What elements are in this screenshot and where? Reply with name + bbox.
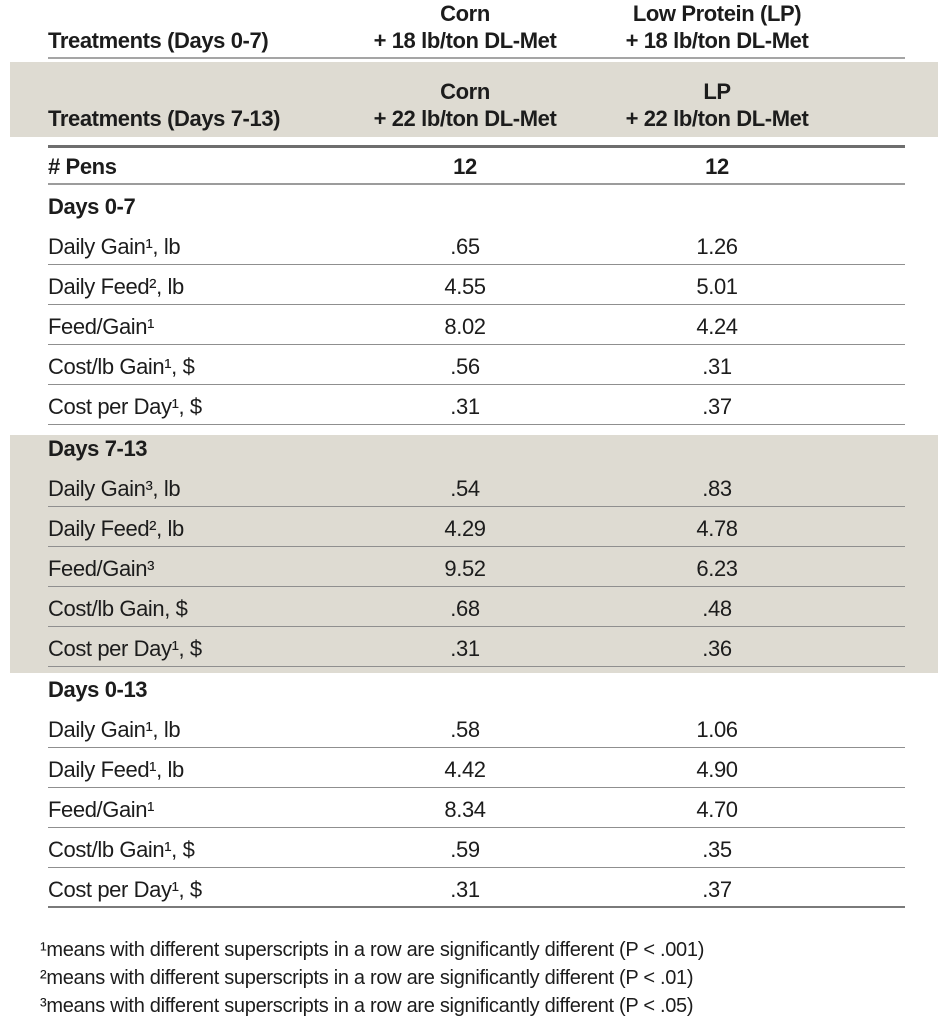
table-header-row-days-0-7: Treatments (Days 0-7) Corn + 18 lb/ton D… [48,0,905,59]
cell-value-lp: 1.26 [696,234,738,259]
table-row: Daily Feed², lb 4.55 5.01 [48,265,905,305]
table: Treatments (Days 0-7) Corn + 18 lb/ton D… [40,0,905,1020]
row-label: Cost/lb Gain, $ [48,596,188,621]
cell-value-corn: 8.02 [444,314,486,339]
row-label: Cost/lb Gain¹, $ [48,354,195,379]
header-col-corn-22-line1: Corn [440,79,490,104]
cell-value-lp: .83 [702,476,732,501]
cell-value-lp: 5.01 [696,274,738,299]
cell-value-corn: .56 [450,354,480,379]
cell-value-lp: 4.90 [696,757,738,782]
header-col-lp-22-line1: LP [703,79,731,104]
header-col-corn-22-line2: + 22 lb/ton DL-Met [373,106,557,131]
pens-value-lp: 12 [705,153,729,179]
header-col-corn-22: Corn + 22 lb/ton DL-Met [330,78,600,132]
row-label: Feed/Gain¹ [48,797,155,822]
footnote-p-05: ³means with different superscripts in a … [40,995,694,1017]
footnote-p-01: ²means with different superscripts in a … [40,967,694,989]
header-col-corn-18-line1: Corn [440,1,490,26]
table-row: Daily Gain³, lb .54 .83 [48,467,905,507]
table-row: Cost per Day¹, $ .31 .37 [48,868,905,908]
section-title-days-7-13: Days 7-13 [48,436,148,461]
days-7-13-shaded-band [10,435,938,673]
header-col-lp-18: Low Protein (LP) + 18 lb/ton DL-Met [600,0,834,54]
cell-value-corn: .31 [450,636,480,661]
table-row: Cost/lb Gain¹, $ .56 .31 [48,345,905,385]
header-label-days-7-13: Treatments (Days 7-13) [48,106,281,131]
cell-value-corn: .65 [450,234,480,259]
cell-value-lp: 6.23 [696,556,738,581]
section-title-days-0-13: Days 0-13 [48,677,148,702]
table-row: Daily Gain¹, lb .65 1.26 [48,225,905,265]
cell-value-corn: 9.52 [444,556,486,581]
cell-value-corn: .68 [450,596,480,621]
cell-value-corn: .54 [450,476,480,501]
header-col-corn-18-line2: + 18 lb/ton DL-Met [373,28,557,53]
table-row: Cost per Day¹, $ .31 .36 [48,627,905,667]
cell-value-lp: 4.78 [696,516,738,541]
cell-value-lp: 1.06 [696,717,738,742]
cell-value-lp: 4.70 [696,797,738,822]
table-row: Cost/lb Gain¹, $ .59 .35 [48,828,905,868]
cell-value-lp: .31 [702,354,732,379]
header-row2-shaded-band [10,62,938,137]
row-label: Feed/Gain¹ [48,314,155,339]
cell-value-corn: 4.42 [444,757,486,782]
footnote-p-001: ¹means with different superscripts in a … [40,939,705,961]
table-row: Cost per Day¹, $ .31 .37 [48,385,905,425]
row-label: Daily Feed¹, lb [48,757,184,782]
table-header-row-days-7-13: Treatments (Days 7-13) Corn + 22 lb/ton … [48,59,905,145]
row-label: Cost per Day¹, $ [48,876,202,902]
pens-row: # Pens 12 12 [48,145,905,185]
pens-label: # Pens [48,153,117,179]
table-row: Cost/lb Gain, $ .68 .48 [48,587,905,627]
table-row: Daily Gain¹, lb .58 1.06 [48,708,905,748]
row-label: Cost/lb Gain¹, $ [48,837,195,862]
footnotes: ¹means with different superscripts in a … [40,936,905,1020]
cell-value-corn: .58 [450,717,480,742]
table-row: Daily Feed², lb 4.29 4.78 [48,507,905,547]
row-label: Daily Gain³, lb [48,476,181,501]
header-col-lp-22: LP + 22 lb/ton DL-Met [600,78,834,132]
header-col-lp-18-line2: + 18 lb/ton DL-Met [625,28,809,53]
section-title-days-0-7: Days 0-7 [48,194,136,219]
row-label: Feed/Gain³ [48,556,155,581]
cell-value-lp: .36 [702,636,732,661]
header-col-corn-18: Corn + 18 lb/ton DL-Met [330,0,600,54]
row-label: Cost per Day¹, $ [48,636,202,661]
header-col-lp-18-line1: Low Protein (LP) [632,1,802,26]
cell-value-corn: 4.55 [444,274,486,299]
row-label: Daily Feed², lb [48,274,184,299]
row-label: Cost per Day¹, $ [48,394,202,419]
header-label-days-0-7: Treatments (Days 0-7) [48,28,269,53]
cell-value-corn: .31 [450,876,480,902]
cell-value-lp: 4.24 [696,314,738,339]
row-label: Daily Gain¹, lb [48,717,181,742]
cell-value-lp: .37 [702,394,732,419]
table-row: Feed/Gain¹ 8.34 4.70 [48,788,905,828]
pens-value-corn: 12 [453,153,477,179]
cell-value-corn: 4.29 [444,516,486,541]
row-label: Daily Gain¹, lb [48,234,181,259]
cell-value-lp: .35 [702,837,732,862]
row-label: Daily Feed², lb [48,516,184,541]
header-col-lp-22-line2: + 22 lb/ton DL-Met [625,106,809,131]
cell-value-corn: .31 [450,394,480,419]
cell-value-corn: 8.34 [444,797,486,822]
table-row: Feed/Gain³ 9.52 6.23 [48,547,905,587]
cell-value-lp: .37 [702,876,732,902]
section-gap [48,425,905,435]
cell-value-lp: .48 [702,596,732,621]
table-row: Feed/Gain¹ 8.02 4.24 [48,305,905,345]
cell-value-corn: .59 [450,837,480,862]
table-row: Daily Feed¹, lb 4.42 4.90 [48,748,905,788]
